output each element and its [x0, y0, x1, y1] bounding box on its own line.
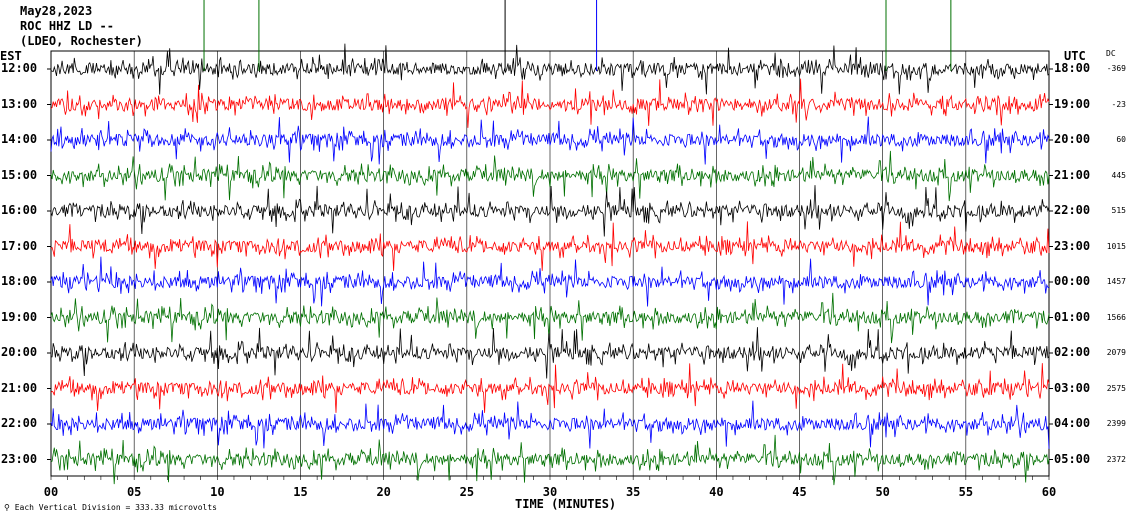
- x-tick-label: 30: [543, 485, 557, 499]
- dc-offset-label: 1015: [1106, 241, 1126, 251]
- x-tick-label: 10: [210, 485, 224, 499]
- trace-row-1200: [50, 43, 1050, 95]
- trace-row-2000: [50, 327, 1050, 379]
- dc-offset-label: 2372: [1106, 454, 1126, 464]
- est-hour-label: 21:00: [1, 380, 38, 395]
- est-hour-label: 19:00: [1, 309, 38, 324]
- dc-offset-label: 2575: [1106, 383, 1126, 393]
- trace-row-2300: [50, 434, 1050, 486]
- date-label: May28,2023: [20, 4, 93, 18]
- est-hour-label: 20:00: [1, 345, 38, 359]
- trace-row-1300: [50, 78, 1050, 128]
- trace-row-2100: [50, 363, 1050, 413]
- est-hour-label: 14:00: [1, 132, 38, 146]
- x-tick-label: 20: [376, 485, 390, 499]
- x-tick-label: 60: [1042, 485, 1056, 499]
- x-tick-label: 05: [127, 485, 141, 499]
- dc-offset-label: 1457: [1106, 277, 1126, 286]
- dc-offset-label: -369: [1106, 64, 1126, 73]
- trace-row-2200: [50, 400, 1050, 449]
- utc-hour-label: 04:00: [1054, 416, 1091, 430]
- dc-offset-label: -23: [1111, 99, 1126, 109]
- trace-row-1900: [50, 292, 1050, 344]
- x-tick-label: 15: [293, 485, 307, 499]
- x-tick-label: 35: [626, 485, 640, 499]
- utc-hour-label: 03:00: [1054, 380, 1091, 395]
- utc-hour-label: 21:00: [1054, 167, 1091, 182]
- est-hour-label: 13:00: [1, 96, 38, 111]
- est-hour-label: 16:00: [1, 203, 38, 217]
- dc-axis-title: DC: [1106, 49, 1116, 58]
- x-tick-label: 25: [460, 485, 474, 499]
- est-hour-label: 22:00: [1, 416, 38, 430]
- trace-row-1600: [50, 185, 1050, 237]
- dc-offset-label: 445: [1111, 170, 1126, 180]
- trace-row-1800: [50, 256, 1050, 307]
- est-hour-label: 12:00: [1, 61, 38, 75]
- utc-hour-label: 01:00: [1054, 309, 1091, 324]
- dc-offset-label: 515: [1111, 206, 1126, 215]
- station-label: ROC HHZ LD --: [20, 19, 114, 33]
- utc-hour-label: 20:00: [1054, 132, 1091, 146]
- trace-row-1500: [50, 150, 1050, 202]
- utc-hour-label: 05:00: [1054, 451, 1091, 466]
- x-tick-label: 40: [709, 485, 723, 499]
- utc-hour-label: 00:00: [1054, 274, 1091, 288]
- x-tick-label: 50: [875, 485, 889, 499]
- scale-note-text: Each Vertical Division = 333.33 microvol…: [14, 503, 217, 512]
- utc-hour-label: 22:00: [1054, 203, 1091, 217]
- x-tick-label: 55: [959, 485, 973, 499]
- est-hour-label: 17:00: [1, 238, 38, 253]
- utc-hour-label: 02:00: [1054, 345, 1091, 359]
- dc-offset-label: 1566: [1106, 312, 1126, 322]
- utc-hour-label: 23:00: [1054, 238, 1091, 253]
- utc-axis-title: UTC: [1064, 49, 1086, 63]
- scale-note: ⚲ Each Vertical Division = 333.33 microv…: [4, 503, 217, 512]
- est-hour-label: 18:00: [1, 274, 38, 288]
- utc-hour-label: 18:00: [1054, 61, 1091, 75]
- x-tick-label: 00: [44, 485, 58, 499]
- x-tick-label: 45: [792, 485, 806, 499]
- trace-row-1700: [50, 221, 1050, 271]
- est-hour-label: 15:00: [1, 167, 38, 182]
- network-label: (LDEO, Rochester): [20, 34, 143, 48]
- dc-offset-label: 2399: [1106, 419, 1126, 428]
- x-axis-title: TIME (MINUTES): [515, 497, 617, 511]
- dc-offset-label: 2079: [1106, 348, 1126, 357]
- est-axis-title: EST: [0, 49, 22, 63]
- trace-row-1400: [50, 116, 1050, 165]
- utc-hour-label: 19:00: [1054, 96, 1091, 111]
- scale-icon: ⚲: [4, 503, 10, 512]
- est-hour-label: 23:00: [1, 451, 38, 466]
- dc-offset-label: 60: [1116, 135, 1126, 144]
